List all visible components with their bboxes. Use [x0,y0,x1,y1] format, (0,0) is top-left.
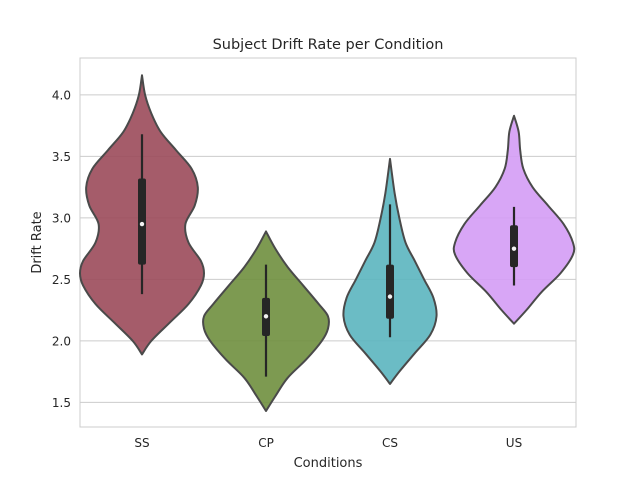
y-tick-labels: 1.5 2.0 2.5 3.0 3.5 4.0 [52,88,71,410]
violin-cs [342,157,438,385]
violin-median-point [511,246,517,251]
violin-ss [79,74,205,356]
violin-iqr-box [138,178,146,265]
y-tick-label: 3.5 [52,150,71,164]
violin-median-point [263,314,269,319]
y-tick-label: 3.0 [52,211,71,225]
y-tick-label: 2.5 [52,273,71,287]
y-axis-label: Drift Rate [30,211,45,273]
violin-iqr-box [386,264,394,319]
plot-frame [79,57,577,428]
violin-layer [79,74,576,413]
x-axis-label: Conditions [294,456,363,471]
x-tick-label: SS [134,436,149,450]
violin-median-point [139,221,145,227]
x-tick-labels: SS CP CS US [134,436,522,450]
y-tick-label: 1.5 [52,396,71,410]
x-tick-label: CP [258,436,274,450]
y-tick-label: 2.0 [52,334,71,348]
chart-title: Subject Drift Rate per Condition [213,37,444,53]
violin-iqr-box [510,225,518,268]
violin-cp [202,230,330,413]
violin-us [452,114,576,325]
x-tick-label: CS [382,436,398,450]
violin-median-point [387,294,393,299]
x-tick-label: US [506,436,522,450]
y-tick-label: 4.0 [52,88,71,102]
